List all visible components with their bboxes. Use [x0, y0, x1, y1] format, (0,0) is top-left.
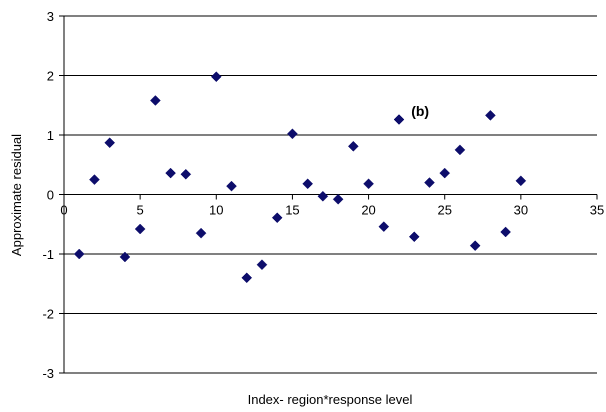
data-point-4 [119, 251, 131, 263]
data-point-25 [439, 167, 451, 179]
data-point-13 [256, 259, 268, 271]
annotation-label: (b) [411, 103, 429, 119]
y-tick-label: -1 [42, 247, 54, 262]
data-point-17 [317, 190, 329, 202]
data-point-6 [150, 95, 161, 106]
x-tick-label: 35 [590, 203, 604, 218]
data-point-18 [332, 193, 344, 205]
x-tick-labels: 0 5 10 15 20 25 30 35 [60, 194, 604, 218]
data-point-28 [485, 110, 496, 121]
y-tick-label: 3 [47, 9, 54, 24]
data-point-8 [180, 168, 192, 180]
data-point-16 [302, 178, 314, 190]
data-point-12 [241, 272, 253, 284]
y-tick-label: 1 [47, 128, 54, 143]
data-point-23 [408, 231, 420, 243]
data-point-30 [515, 175, 527, 187]
data-points [73, 71, 527, 284]
x-tick-label: 5 [137, 203, 144, 218]
x-tick-label: 20 [361, 203, 375, 218]
y-tick-label: -3 [42, 366, 54, 381]
data-point-9 [195, 227, 207, 239]
y-tick-label: -2 [42, 307, 54, 322]
data-point-5 [134, 223, 146, 235]
data-point-3 [104, 137, 116, 149]
data-point-29 [500, 226, 511, 238]
data-point-7 [165, 167, 176, 179]
data-point-10 [210, 71, 222, 83]
data-point-15 [287, 128, 298, 140]
x-tick-label: 30 [514, 203, 528, 218]
y-tick-labels: -3 -2 -1 0 1 2 3 [42, 9, 64, 381]
data-point-1 [73, 248, 85, 260]
data-point-11 [226, 180, 237, 192]
y-axis-title: Approximate residual [9, 134, 24, 256]
gridlines [64, 75, 597, 374]
data-point-26 [454, 144, 466, 156]
y-tick-label: 0 [47, 188, 54, 203]
x-axis-title: Index- region*response level [248, 392, 413, 407]
data-point-2 [89, 174, 100, 185]
x-tick-label: 0 [60, 203, 67, 218]
data-point-22 [393, 114, 405, 125]
data-point-14 [271, 212, 283, 224]
data-point-24 [424, 177, 435, 188]
data-point-21 [378, 221, 390, 232]
x-tick-label: 15 [285, 203, 299, 218]
data-point-19 [347, 140, 359, 152]
data-point-20 [363, 178, 374, 190]
data-point-27 [469, 240, 481, 252]
x-tick-label: 25 [437, 203, 451, 218]
y-tick-label: 2 [47, 69, 54, 84]
x-tick-label: 10 [209, 203, 223, 218]
